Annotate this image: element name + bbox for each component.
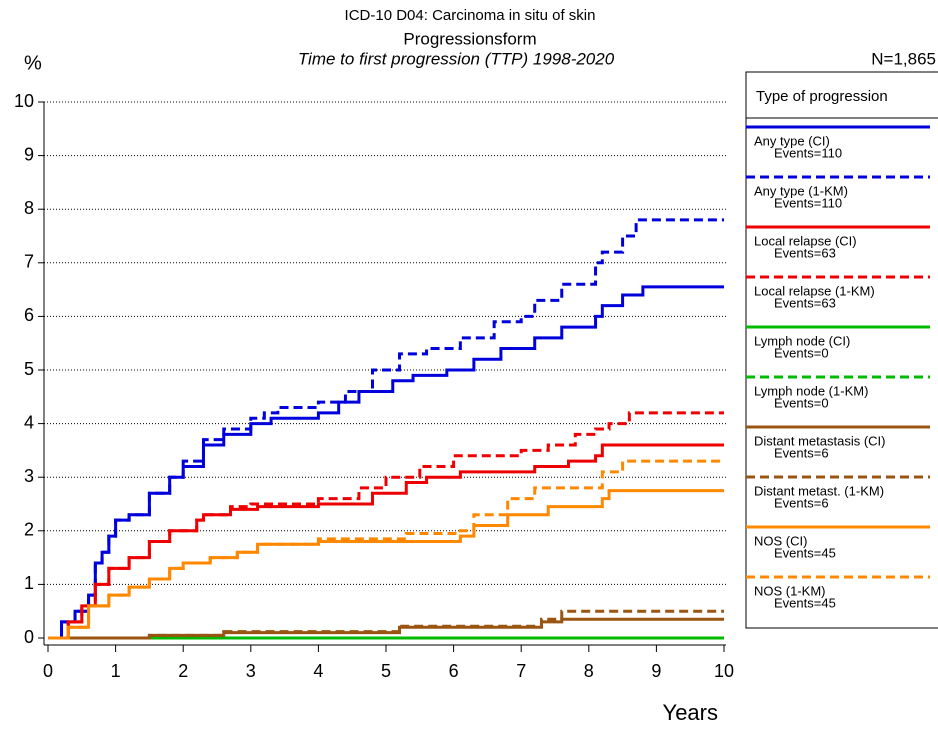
y-tick-label: 5: [24, 359, 34, 379]
legend-label: Lymph node (1-KM): [754, 383, 868, 398]
x-tick-label: 7: [516, 661, 526, 681]
legend-events: Events=0: [774, 395, 829, 410]
y-tick-label: 1: [24, 573, 34, 593]
chart-subtitle: Progressionsform: [403, 29, 536, 48]
legend-events: Events=6: [774, 445, 829, 460]
n-label: N=1,865: [871, 49, 936, 68]
legend-events: Events=110: [774, 145, 842, 160]
x-tick-label: 10: [714, 661, 734, 681]
step-line: [48, 285, 724, 640]
legend-title: Type of progression: [756, 88, 888, 105]
legend-events: Events=45: [774, 545, 836, 560]
chart-subtitle2: Time to first progression (TTP) 1998-202…: [298, 49, 615, 68]
y-tick-label: 10: [14, 91, 34, 111]
legend-label: Local relapse (CI): [754, 233, 857, 248]
legend-events: Events=63: [774, 295, 836, 310]
y-tick-label: 7: [24, 252, 34, 272]
y-tick-label: 3: [24, 466, 34, 486]
legend-label: Distant metast. (1-KM): [754, 483, 884, 498]
legend-label: Any type (CI): [754, 133, 830, 148]
step-line: [48, 459, 724, 640]
legend-events: Events=45: [774, 595, 836, 610]
y-tick-label: 0: [24, 627, 34, 647]
step-line: [48, 411, 724, 640]
x-axis-label: Years: [663, 700, 718, 725]
legend-events: Events=110: [774, 195, 842, 210]
legend-box: [745, 71, 938, 629]
legend-label: NOS (1-KM): [754, 583, 826, 598]
y-axis-label: %: [24, 52, 42, 74]
legend-label: Lymph node (CI): [754, 333, 850, 348]
x-tick-label: 6: [449, 661, 459, 681]
y-tick-label: 9: [24, 144, 34, 164]
chart-title: ICD-10 D04: Carcinoma in situ of skin: [345, 7, 596, 24]
step-line: [48, 609, 724, 640]
legend-events: Events=0: [774, 345, 829, 360]
legend-label: NOS (CI): [754, 533, 807, 548]
legend-label: Local relapse (1-KM): [754, 283, 875, 298]
legend-events: Events=63: [774, 245, 836, 260]
y-tick-label: 4: [24, 412, 34, 432]
x-tick-label: 2: [178, 661, 188, 681]
x-tick-label: 4: [313, 661, 323, 681]
x-tick-label: 3: [246, 661, 256, 681]
legend-events: Events=6: [774, 495, 829, 510]
legend-label: Distant metastasis (CI): [754, 433, 885, 448]
legend-label: Any type (1-KM): [754, 183, 848, 198]
step-line: [48, 218, 724, 640]
x-tick-label: 0: [43, 661, 53, 681]
x-tick-label: 9: [651, 661, 661, 681]
y-tick-label: 6: [24, 305, 34, 325]
x-tick-label: 8: [584, 661, 594, 681]
y-tick-label: 2: [24, 520, 34, 540]
y-tick-label: 8: [24, 198, 34, 218]
x-tick-label: 1: [111, 661, 121, 681]
x-tick-label: 5: [381, 661, 391, 681]
